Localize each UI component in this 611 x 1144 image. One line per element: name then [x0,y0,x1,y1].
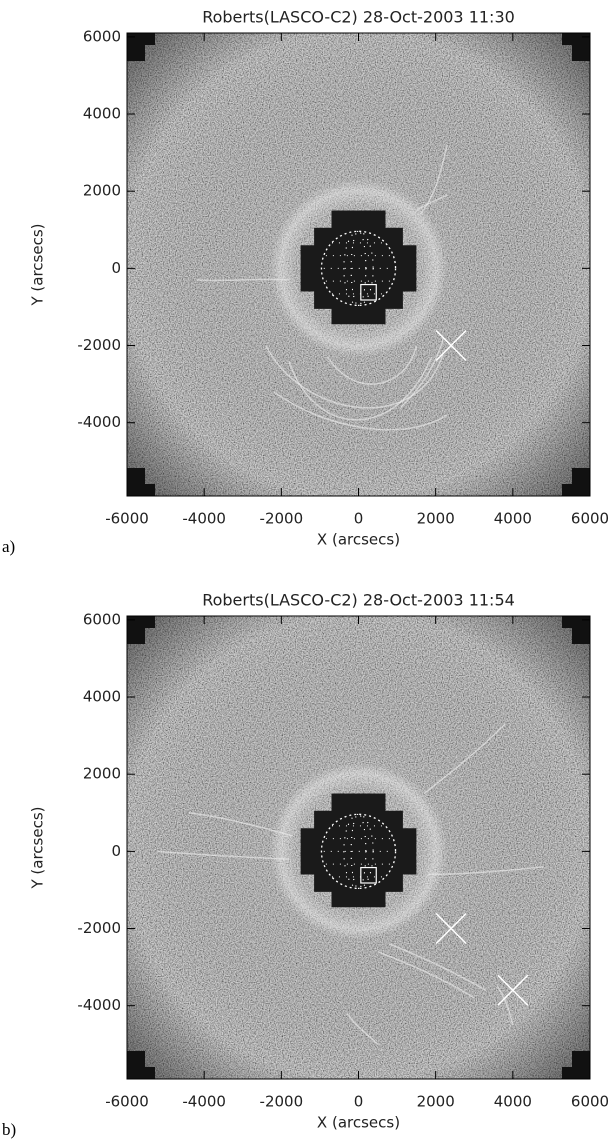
streamer [415,194,448,212]
streamer [423,723,506,795]
panel-title: Roberts(LASCO-C2) 28-Oct-2003 11:54 [202,591,515,610]
streamer [188,812,294,837]
x-tick-label: 4000 [494,510,532,528]
streamer [400,337,445,408]
streamer [196,278,290,282]
occulter [300,210,417,325]
corner-mask [562,468,590,496]
solar-disk [320,813,397,890]
streamer [377,951,475,999]
panel: -6000 -4000 -2000 0 2000 4000 6000 -4000 -2000 0 2… [2,591,609,1139]
y-tick-label: 2000 [83,182,121,200]
corner-mask [562,33,590,61]
panel-label: b) [2,1120,16,1139]
panel-title: Roberts(LASCO-C2) 28-Oct-2003 11:30 [202,8,515,27]
streamer [326,345,418,385]
x-tick-label: 6000 [571,1093,609,1111]
streamer [265,345,445,409]
cross-marker [435,329,467,362]
x-tick-label: 0 [354,510,364,528]
x-axis-label: X (arcsecs) [317,1114,400,1132]
x-tick-label: -4000 [182,510,226,528]
solar-disk [320,230,397,307]
y-tick-label: 4000 [83,688,121,706]
x-tick-label: -6000 [105,510,149,528]
x-tick-label: -4000 [182,1093,226,1111]
cross-marker [497,974,529,1006]
y-axis-label: Y (arcsecs) [29,223,47,306]
y-tick-label: -4000 [77,413,121,431]
x-tick-label: -2000 [260,510,304,528]
occulter [300,793,417,908]
y-tick-label: 0 [111,259,121,277]
y-tick-label: 2000 [83,765,121,783]
corner-mask [562,1051,590,1079]
corner-mask [562,616,590,644]
y-tick-label: -4000 [77,996,121,1014]
x-tick-label: 4000 [494,1093,532,1111]
corner-mask [127,33,155,61]
y-tick-label: -2000 [77,919,121,937]
streamer [389,943,487,991]
streamer [288,356,433,421]
y-tick-label: -2000 [77,336,121,354]
x-tick-label: -6000 [105,1093,149,1111]
y-tick-label: 6000 [83,27,121,45]
corner-mask [127,616,155,644]
streamer [496,985,514,1026]
region-box [360,283,377,301]
corner-mask [127,1051,155,1079]
streamer [419,144,448,215]
x-tick-label: 2000 [417,1093,455,1111]
streamer [427,866,544,876]
streamer [273,391,448,431]
x-tick-label: 2000 [417,510,455,528]
meridian [350,230,367,306]
panel-label: a) [2,537,15,556]
y-tick-label: 6000 [83,610,121,628]
streamer [346,1012,379,1045]
corner-mask [127,468,155,496]
region-box [360,866,377,884]
cross-marker [435,912,467,945]
x-tick-label: -2000 [260,1093,304,1111]
meridian [350,813,367,889]
x-tick-label: 6000 [571,510,609,528]
streamer [157,850,290,860]
y-axis-label: Y (arcsecs) [29,806,47,889]
y-tick-label: 0 [111,842,121,860]
panel: -6000 -4000 -2000 0 2000 4000 6000 -4000 -2000 0 2… [2,8,609,556]
x-axis-label: X (arcsecs) [317,531,400,549]
x-tick-label: 0 [354,1093,364,1111]
meridian [343,813,374,889]
y-tick-label: 4000 [83,105,121,123]
meridian [343,230,374,306]
